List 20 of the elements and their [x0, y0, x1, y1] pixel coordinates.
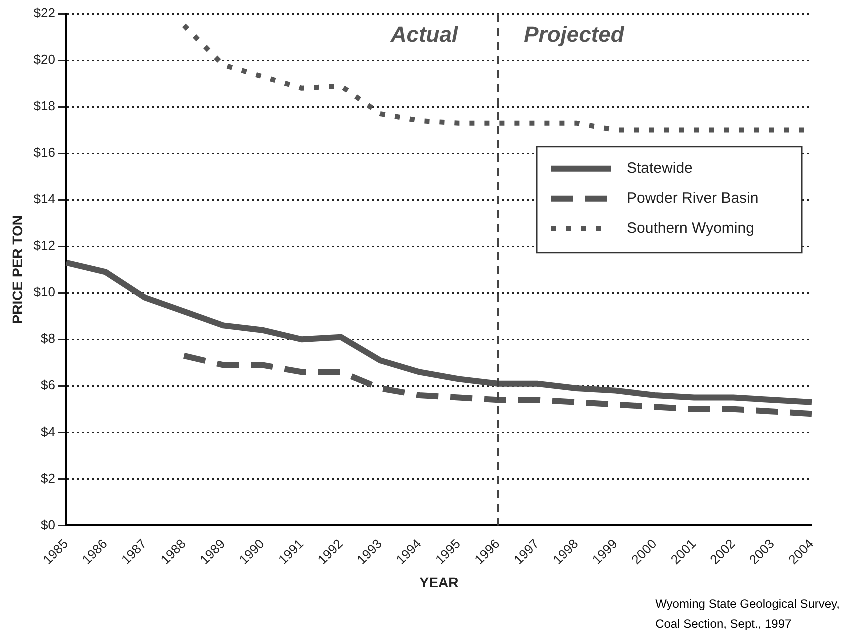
text: Wyoming State Geological Survey, Coal Section, Sept., 1997 [656, 596, 840, 633]
y-tick-label: $8 [41, 331, 56, 346]
y-tick-label: $10 [34, 284, 56, 300]
y-tick-label: $22 [34, 6, 56, 21]
legend-label: Southern Wyoming [627, 220, 754, 237]
y-axis-title: PRICE PER TON [9, 216, 26, 324]
y-tick-label: $2 [41, 470, 56, 486]
y-tick-label: $6 [41, 378, 56, 393]
y-tick-label: $16 [34, 145, 56, 160]
y-tick-label: $18 [34, 98, 56, 114]
y-tick-label: $20 [34, 52, 56, 68]
legend-label: Statewide [627, 160, 693, 177]
annotation: Projected [524, 22, 625, 48]
y-tick-label: $4 [41, 424, 56, 440]
y-tick-label: $12 [34, 238, 56, 254]
x-axis-title: YEAR [420, 574, 459, 590]
annotation: Actual [390, 22, 459, 48]
y-tick-label: $14 [34, 192, 56, 207]
y-tick-label: $0 [41, 517, 56, 532]
legend-label: Powder River Basin [627, 190, 759, 207]
